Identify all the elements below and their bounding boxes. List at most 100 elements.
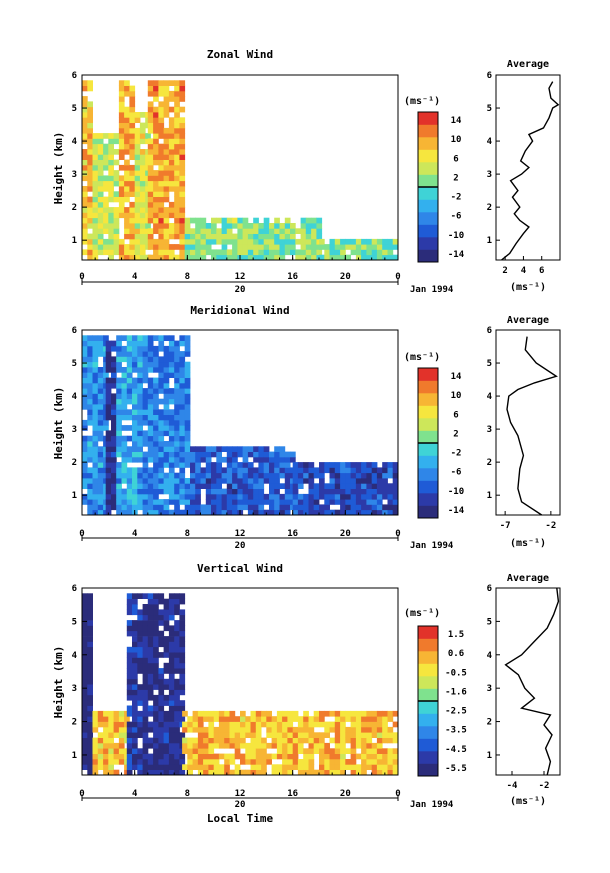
zonal-wind-heatmap-cell (211, 249, 217, 256)
vertical-wind-heatmap-cell (142, 668, 149, 674)
meridional-wind-profile-y-tick-label: 5 (487, 359, 492, 369)
vertical-wind-x-tick-label: 8 (185, 789, 190, 799)
meridional-wind-heatmap-cell (392, 499, 398, 505)
zonal-wind-heatmap-cell (174, 133, 180, 139)
zonal-wind-heatmap-cell (300, 238, 307, 245)
meridional-wind-heatmap-cell (179, 372, 186, 378)
vertical-wind-heatmap-cell (261, 721, 267, 728)
zonal-wind-heatmap-cell (108, 228, 114, 234)
meridional-wind-heatmap-cell (87, 372, 93, 378)
vertical-wind-heatmap-cell (208, 769, 215, 775)
meridional-wind-colorbar-tick-label: -14 (448, 506, 465, 516)
zonal-wind-heatmap-cell (382, 254, 388, 260)
meridional-wind-heatmap-cell (232, 462, 238, 468)
vertical-wind-heatmap-cell (142, 646, 149, 653)
meridional-wind-heatmap-cell (174, 419, 180, 426)
meridional-wind-heatmap-cell (274, 483, 280, 489)
vertical-wind-heatmap-cell (126, 684, 133, 690)
zonal-wind-heatmap-cell (179, 233, 186, 240)
zonal-wind-heatmap-cell (263, 238, 270, 245)
meridional-wind-heatmap-cell (179, 483, 186, 489)
zonal-wind-heatmap-cell (200, 233, 207, 240)
meridional-wind-heatmap-cell (184, 493, 191, 500)
zonal-wind-heatmap-cell (129, 201, 136, 208)
meridional-wind-heatmap-cell (158, 430, 165, 437)
vertical-wind-heatmap-cell (97, 716, 104, 722)
meridional-wind-heatmap-cell (163, 504, 170, 511)
zonal-wind-heatmap-cell (211, 238, 217, 245)
vertical-wind-heatmap-cell (292, 710, 299, 717)
vertical-wind-heatmap-cell (308, 764, 315, 770)
vertical-wind-heatmap-cell (158, 630, 165, 637)
zonal-wind-heatmap-cell (124, 122, 130, 129)
meridional-wind-heatmap-cell (226, 456, 233, 463)
meridional-wind-heatmap-cell (158, 499, 165, 505)
meridional-wind-heatmap-cell (382, 472, 388, 479)
vertical-wind-heatmap-cell (303, 737, 309, 744)
meridional-wind-heatmap-cell (313, 493, 320, 500)
meridional-wind-heatmap-cell (147, 351, 154, 357)
vertical-wind-heatmap-cell (174, 721, 180, 728)
meridional-wind-heatmap-cell (297, 472, 304, 479)
meridional-wind-heatmap-cell (168, 446, 175, 452)
meridional-wind-heatmap-cell (126, 388, 133, 394)
meridional-wind-heatmap-cell (163, 361, 170, 368)
vertical-wind-heatmap-cell (163, 625, 170, 632)
meridional-wind-heatmap-cell (126, 377, 133, 384)
meridional-wind-heatmap-cell (258, 493, 265, 500)
meridional-wind-heatmap-cell (97, 388, 104, 394)
meridional-wind-heatmap-cell (195, 446, 201, 452)
meridional-wind-heatmap-cell (116, 467, 122, 474)
zonal-wind-colorbar-swatch (418, 124, 438, 138)
meridional-wind-heatmap-cell (158, 340, 165, 347)
vertical-wind-heatmap-cell (392, 737, 398, 744)
meridional-wind-heatmap-cell (158, 472, 165, 479)
meridional-wind-heatmap-cell (137, 377, 143, 384)
zonal-wind-heatmap-cell (97, 238, 104, 245)
vertical-wind-heatmap-cell (132, 753, 138, 760)
meridional-wind-heatmap-cell (190, 504, 196, 511)
meridional-wind-heatmap-cell (247, 451, 254, 458)
meridional-wind-heatmap-cell (116, 382, 122, 389)
meridional-wind-heatmap-cell (105, 451, 112, 458)
vertical-wind-heatmap-cell (371, 769, 378, 775)
vertical-wind-heatmap-cell (208, 742, 215, 749)
zonal-wind-heatmap-cell (103, 223, 109, 229)
vertical-wind-heatmap-cell (376, 769, 383, 775)
vertical-wind-heatmap-cell (158, 742, 165, 749)
zonal-wind-heatmap-cell (174, 175, 180, 182)
meridional-wind-heatmap-cell (82, 462, 88, 468)
vertical-wind-heatmap-cell (355, 753, 362, 760)
zonal-wind-heatmap-cell (269, 238, 275, 245)
zonal-wind-heatmap-cell (124, 133, 130, 139)
meridional-wind-heatmap-cell (87, 441, 93, 447)
vertical-wind-heatmap-cell (158, 748, 165, 754)
zonal-wind-heatmap-cell (82, 117, 88, 123)
zonal-wind-x-tick-label: 0 (79, 272, 84, 282)
zonal-wind-profile-title: Average (507, 59, 549, 70)
zonal-wind-heatmap-cell (129, 228, 136, 234)
vertical-wind-heatmap-cell (392, 732, 398, 738)
vertical-wind-heatmap-cell (355, 742, 362, 749)
vertical-wind-heatmap-cell (371, 726, 378, 733)
zonal-wind-heatmap-cell (124, 180, 130, 187)
meridional-wind-heatmap-cell (163, 414, 170, 421)
vertical-wind-heatmap-cell (276, 732, 283, 738)
zonal-wind-heatmap-cell (82, 159, 88, 166)
meridional-wind-heatmap-cell (211, 467, 217, 474)
vertical-wind-heatmap-cell (255, 742, 262, 749)
zonal-wind-heatmap-cell (103, 175, 109, 182)
vertical-wind-heatmap-cell (329, 748, 336, 754)
zonal-wind-heatmap-cell (340, 244, 346, 250)
vertical-wind-heatmap-cell (329, 764, 336, 770)
meridional-wind-heatmap-cell (126, 478, 133, 484)
vertical-wind-heatmap-cell (142, 625, 149, 632)
zonal-wind-profile-y-tick-label: 3 (487, 170, 492, 180)
zonal-wind-heatmap-cell (147, 112, 154, 118)
zonal-wind-heatmap-cell (200, 254, 207, 260)
meridional-wind-heatmap-cell (153, 351, 159, 357)
zonal-wind-heatmap-cell (179, 201, 186, 208)
vertical-wind-heatmap-cell (218, 721, 225, 728)
meridional-wind-heatmap-cell (340, 472, 346, 479)
meridional-wind-colorbar-swatch (418, 455, 438, 469)
